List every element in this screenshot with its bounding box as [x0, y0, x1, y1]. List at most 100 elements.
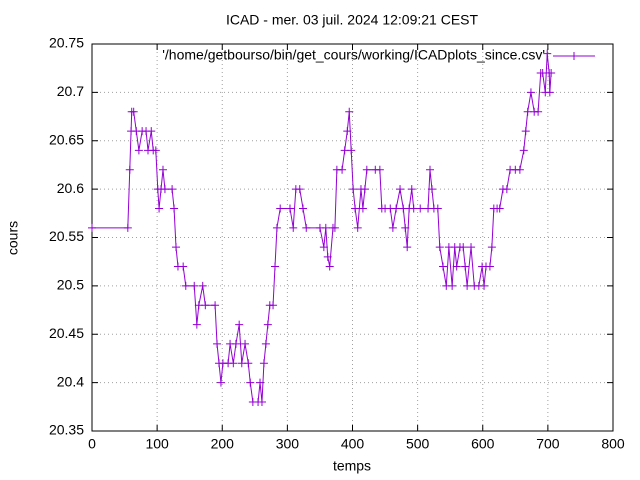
data-point: [321, 223, 330, 232]
data-point: [241, 339, 250, 348]
data-point: [362, 165, 371, 174]
data-point: [495, 204, 504, 213]
data-point: [263, 320, 272, 329]
y-tick-label: 20.75: [49, 35, 84, 51]
data-point: [172, 243, 181, 252]
data-point: [244, 359, 253, 368]
y-tick-label: 20.5: [57, 277, 84, 293]
data-point: [519, 146, 528, 155]
data-point: [485, 262, 494, 271]
y-tick-label: 20.6: [57, 180, 84, 196]
data-point: [155, 204, 164, 213]
data-point: [257, 397, 266, 406]
data-point: [360, 185, 369, 194]
data-point: [147, 127, 156, 136]
data-point: [353, 223, 362, 232]
legend-marker: [570, 52, 578, 60]
y-tick-label: 20.4: [57, 373, 84, 389]
data-point: [416, 204, 425, 213]
data-point: [295, 185, 304, 194]
data-point: [271, 262, 280, 271]
data-point: [88, 223, 96, 232]
y-tick-label: 20.35: [49, 422, 84, 438]
data-point: [459, 243, 468, 252]
data-point: [256, 378, 265, 387]
data-point: [330, 223, 339, 232]
legend-label: '/home/getbourso/bin/get_cours/working/I…: [162, 47, 545, 63]
data-point: [461, 262, 470, 271]
data-point: [134, 146, 143, 155]
data-point: [299, 204, 308, 213]
x-tick-label: 500: [406, 436, 430, 452]
data-point: [392, 204, 401, 213]
x-tick-label: 700: [536, 436, 560, 452]
x-tick-label: 100: [145, 436, 169, 452]
data-point: [325, 262, 334, 271]
x-axis-label: temps: [333, 458, 371, 474]
data-point: [338, 165, 347, 174]
data-point: [545, 88, 554, 97]
data-point: [302, 223, 311, 232]
x-tick-label: 0: [88, 436, 96, 452]
x-tick-label: 800: [601, 436, 625, 452]
data-point: [403, 243, 412, 252]
data-point: [319, 243, 328, 252]
data-point: [375, 165, 384, 174]
data-point: [463, 281, 472, 290]
data-point: [323, 252, 332, 261]
x-tick-label: 300: [276, 436, 300, 452]
data-point: [211, 301, 220, 310]
data-point: [515, 165, 524, 174]
data-point: [198, 281, 207, 290]
x-tick-label: 600: [471, 436, 495, 452]
data-point: [439, 262, 448, 271]
data-point: [151, 146, 160, 155]
data-point: [433, 204, 442, 213]
data-point: [452, 262, 461, 271]
data-point: [448, 281, 457, 290]
data-point: [229, 359, 238, 368]
data-point: [192, 320, 201, 329]
plot-border: [91, 43, 614, 432]
y-axis-label: cours: [5, 221, 21, 255]
y-tick-label: 20.7: [57, 83, 84, 99]
data-point: [272, 223, 281, 232]
y-tick-label: 20.45: [49, 325, 84, 341]
data-point: [125, 165, 134, 174]
data-point: [179, 262, 188, 271]
data-point: [407, 185, 416, 194]
data-point: [343, 127, 352, 136]
data-point: [435, 243, 444, 252]
data-point: [276, 204, 285, 213]
data-point: [467, 243, 476, 252]
data-point: [261, 339, 270, 348]
data-point: [289, 223, 298, 232]
data-point: [351, 204, 360, 213]
data-point: [396, 185, 405, 194]
y-tick-label: 20.65: [49, 131, 84, 147]
x-tick-label: 400: [341, 436, 365, 452]
x-tick-label: 200: [211, 436, 235, 452]
y-tick-label: 20.55: [49, 228, 84, 244]
series-line: [92, 53, 552, 403]
data-point: [216, 378, 225, 387]
chart-title: ICAD - mer. 03 juil. 2024 12:09:21 CEST: [226, 12, 479, 28]
data-point: [388, 223, 397, 232]
data-point: [201, 301, 210, 310]
data-point: [269, 301, 278, 310]
data-point: [259, 359, 268, 368]
data-point: [502, 185, 511, 194]
data-point: [345, 107, 354, 116]
data-point: [129, 107, 138, 116]
data-point: [543, 49, 552, 58]
data-point: [401, 223, 410, 232]
data-point: [246, 378, 255, 387]
data-point: [427, 185, 436, 194]
data-point: [123, 223, 132, 232]
data-point: [547, 69, 556, 78]
data-point: [534, 107, 543, 116]
data-point: [526, 88, 535, 97]
data-point: [347, 146, 356, 155]
data-point: [521, 127, 530, 136]
